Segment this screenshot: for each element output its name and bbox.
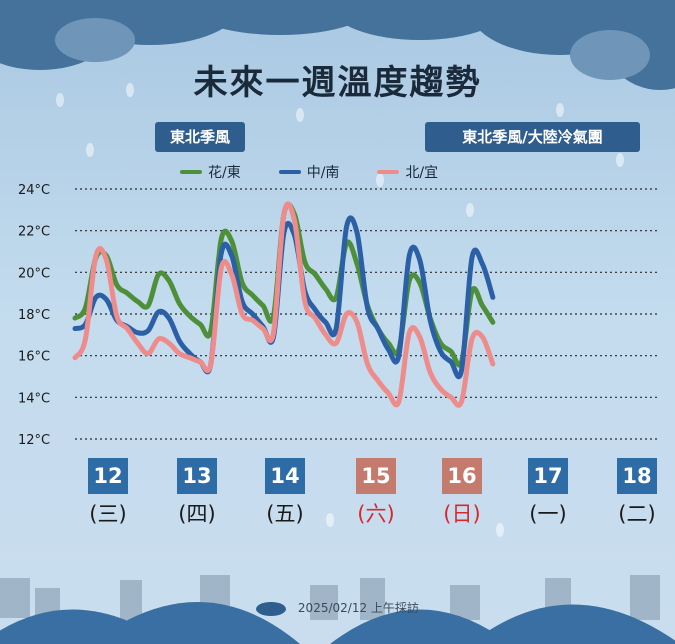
y-tick-label: 24°C <box>18 183 50 198</box>
legend-label: 北/宜 <box>405 165 439 181</box>
weekday-label: (一) <box>529 502 567 526</box>
weekday-label: (四) <box>178 502 216 526</box>
legend: 花/東 中/南 北/宜 <box>180 162 438 182</box>
y-tick-label: 22°C <box>18 225 50 240</box>
date-box: 14 <box>265 458 305 494</box>
legend-swatch <box>278 170 301 174</box>
footer: 2025/02/12 上午採訪 <box>0 599 675 616</box>
series-line-north-yilan <box>72 201 496 408</box>
footer-text: 2025/02/12 上午採訪 <box>297 601 419 615</box>
day-label: 14 (五) <box>245 458 325 528</box>
y-tick-label: 16°C <box>18 350 50 365</box>
legend-item: 北/宜 <box>377 162 438 182</box>
day-label: 18 (二) <box>597 458 675 528</box>
legend-label: 花/東 <box>208 165 241 181</box>
legend-swatch <box>180 170 202 174</box>
cwa-logo-icon <box>256 601 287 616</box>
day-label: 12 (三) <box>68 458 148 528</box>
y-tick-label: 18°C <box>18 308 50 323</box>
umbrella-icon <box>0 602 675 644</box>
chart-title: 未來一週溫度趨勢 <box>193 63 482 103</box>
weekday-label: (日) <box>443 502 481 526</box>
weekday-label: (六) <box>357 502 395 526</box>
wind-tag-left: 東北季風 <box>155 122 245 152</box>
legend-label: 中/南 <box>306 165 340 181</box>
wind-tag-right: 東北季風/大陸冷氣團 <box>425 122 640 152</box>
date-box: 12 <box>88 458 128 494</box>
weekday-label: (三) <box>89 502 127 526</box>
date-box: 13 <box>177 458 217 494</box>
day-label: 13 (四) <box>157 458 237 528</box>
day-label: 16 (日) <box>422 458 502 528</box>
y-tick-label: 14°C <box>18 391 50 406</box>
weekday-label: (五) <box>266 502 304 526</box>
series-line-central-south <box>72 215 496 380</box>
day-label: 15 (六) <box>336 458 416 528</box>
date-box: 16 <box>442 458 482 494</box>
legend-item: 花/東 <box>180 162 241 182</box>
legend-item: 中/南 <box>278 162 340 182</box>
date-box: 17 <box>528 458 568 494</box>
weekday-label: (二) <box>618 502 656 526</box>
y-tick-label: 20°C <box>18 266 50 281</box>
legend-swatch <box>377 170 400 174</box>
day-label: 17 (一) <box>508 458 588 528</box>
date-box: 15 <box>356 458 396 494</box>
y-tick-label: 12°C <box>18 433 50 448</box>
date-box: 18 <box>617 458 657 494</box>
